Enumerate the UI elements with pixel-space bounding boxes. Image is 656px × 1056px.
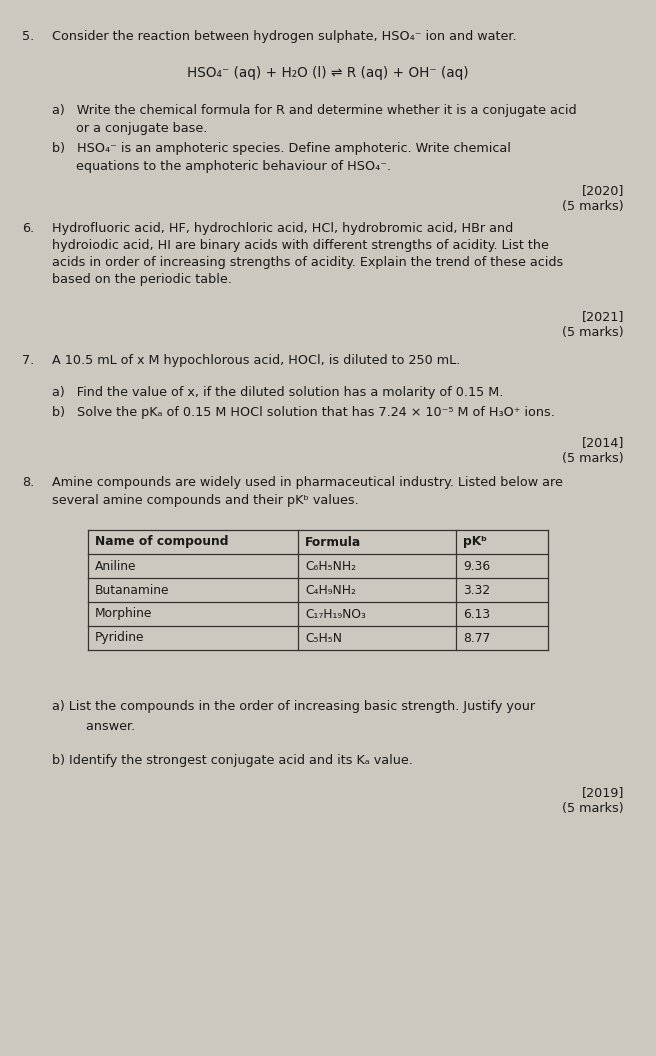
Text: a)   Write the chemical formula for R and determine whether it is a conjugate ac: a) Write the chemical formula for R and … bbox=[52, 103, 577, 117]
Text: Morphine: Morphine bbox=[95, 607, 152, 621]
Text: 5.: 5. bbox=[22, 30, 34, 43]
Text: Hydrofluoric acid, HF, hydrochloric acid, HCl, hydrobromic acid, HBr and: Hydrofluoric acid, HF, hydrochloric acid… bbox=[52, 222, 513, 235]
Text: C₄H₉NH₂: C₄H₉NH₂ bbox=[305, 584, 356, 597]
Text: 6.: 6. bbox=[22, 222, 34, 235]
Text: (5 marks): (5 marks) bbox=[562, 802, 624, 815]
Text: HSO₄⁻ (aq) + H₂O (l) ⇌ R (aq) + OH⁻ (aq): HSO₄⁻ (aq) + H₂O (l) ⇌ R (aq) + OH⁻ (aq) bbox=[187, 65, 469, 80]
Text: pKᵇ: pKᵇ bbox=[463, 535, 487, 548]
Text: 8.: 8. bbox=[22, 476, 34, 489]
Text: 6.13: 6.13 bbox=[463, 607, 490, 621]
Text: [2020]: [2020] bbox=[582, 184, 624, 197]
Text: [2021]: [2021] bbox=[582, 310, 624, 323]
Text: C₆H₅NH₂: C₆H₅NH₂ bbox=[305, 560, 356, 572]
Text: Aniline: Aniline bbox=[95, 560, 136, 572]
Text: or a conjugate base.: or a conjugate base. bbox=[52, 122, 207, 135]
Text: 8.77: 8.77 bbox=[463, 631, 490, 644]
Text: Butanamine: Butanamine bbox=[95, 584, 169, 597]
Text: C₁₇H₁₉NO₃: C₁₇H₁₉NO₃ bbox=[305, 607, 366, 621]
Text: 3.32: 3.32 bbox=[463, 584, 490, 597]
Text: [2014]: [2014] bbox=[582, 436, 624, 449]
Text: (5 marks): (5 marks) bbox=[562, 200, 624, 213]
Text: Consider the reaction between hydrogen sulphate, HSO₄⁻ ion and water.: Consider the reaction between hydrogen s… bbox=[52, 30, 517, 43]
Text: a) List the compounds in the order of increasing basic strength. Justify your: a) List the compounds in the order of in… bbox=[52, 700, 535, 713]
Text: b) Identify the strongest conjugate acid and its Kₐ value.: b) Identify the strongest conjugate acid… bbox=[52, 754, 413, 767]
Text: A 10.5 mL of x M hypochlorous acid, HOCl, is diluted to 250 mL.: A 10.5 mL of x M hypochlorous acid, HOCl… bbox=[52, 354, 461, 367]
Text: Pyridine: Pyridine bbox=[95, 631, 144, 644]
Text: several amine compounds and their pKᵇ values.: several amine compounds and their pKᵇ va… bbox=[52, 494, 359, 507]
Text: (5 marks): (5 marks) bbox=[562, 326, 624, 339]
Text: 9.36: 9.36 bbox=[463, 560, 490, 572]
Text: Formula: Formula bbox=[305, 535, 361, 548]
Text: (5 marks): (5 marks) bbox=[562, 452, 624, 465]
Text: [2019]: [2019] bbox=[582, 786, 624, 799]
Text: C₅H₅N: C₅H₅N bbox=[305, 631, 342, 644]
Text: Amine compounds are widely used in pharmaceutical industry. Listed below are: Amine compounds are widely used in pharm… bbox=[52, 476, 563, 489]
Text: answer.: answer. bbox=[70, 720, 135, 733]
Text: b)   HSO₄⁻ is an amphoteric species. Define amphoteric. Write chemical: b) HSO₄⁻ is an amphoteric species. Defin… bbox=[52, 142, 511, 155]
Text: Name of compound: Name of compound bbox=[95, 535, 228, 548]
Text: equations to the amphoteric behaviour of HSO₄⁻.: equations to the amphoteric behaviour of… bbox=[52, 161, 391, 173]
Text: a)   Find the value of x, if the diluted solution has a molarity of 0.15 M.: a) Find the value of x, if the diluted s… bbox=[52, 386, 503, 399]
Text: hydroiodic acid, HI are binary acids with different strengths of acidity. List t: hydroiodic acid, HI are binary acids wit… bbox=[52, 239, 549, 252]
Text: based on the periodic table.: based on the periodic table. bbox=[52, 274, 232, 286]
Text: b)   Solve the pKₐ of 0.15 M HOCl solution that has 7.24 × 10⁻⁵ M of H₃O⁺ ions.: b) Solve the pKₐ of 0.15 M HOCl solution… bbox=[52, 406, 555, 419]
Text: 7.: 7. bbox=[22, 354, 34, 367]
Text: acids in order of increasing strengths of acidity. Explain the trend of these ac: acids in order of increasing strengths o… bbox=[52, 256, 564, 269]
